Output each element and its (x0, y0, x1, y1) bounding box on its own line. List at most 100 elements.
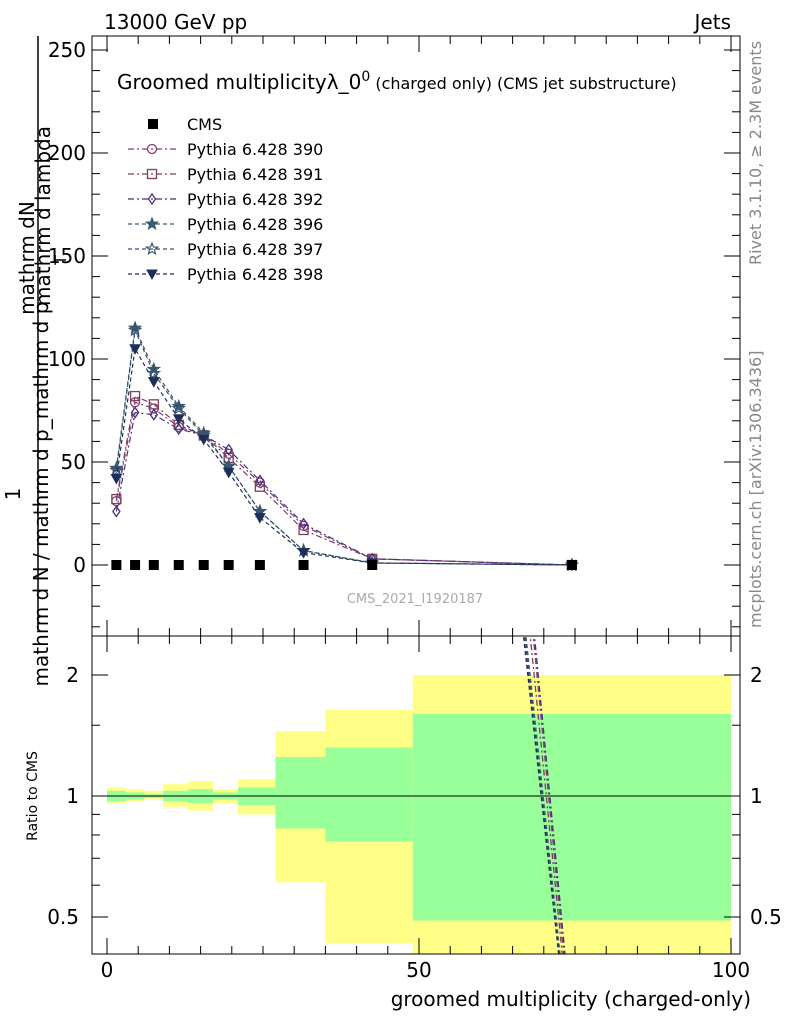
header-right-label: Jets (693, 10, 731, 34)
ratio-axes: 0.5 0.5 1 1 2 2 (47, 663, 782, 929)
ratio-band-inner (412, 713, 731, 921)
plot-title-sup: 0 (361, 69, 370, 85)
ylabel-sub-t: T (51, 255, 70, 266)
ratio-ytick-label: 1 (66, 784, 79, 808)
series-pythia-6428-390 (111, 397, 578, 571)
data-point (198, 560, 209, 570)
series-marker (171, 400, 186, 415)
series-line (115, 401, 572, 566)
main-ytick-label: 150 (48, 244, 86, 268)
ratio-band-inner (275, 757, 326, 829)
series-marker (144, 216, 160, 231)
data-point (223, 560, 234, 570)
x-axis: 0 50 100 (101, 36, 750, 982)
data-point (130, 560, 141, 570)
series-marker (174, 422, 184, 436)
series-cms-data (111, 560, 577, 570)
series-marker (110, 473, 123, 485)
legend-label: Pythia 6.428 397 (187, 240, 323, 259)
series-marker (109, 462, 124, 477)
series-pythia-6428-392 (112, 406, 577, 572)
main-ytick-label: 100 (48, 347, 86, 371)
main-series-group (109, 320, 580, 572)
data-point (367, 560, 378, 570)
main-ytick-label: 250 (48, 38, 86, 62)
ratio-band-inner (325, 747, 413, 842)
series-marker (129, 344, 141, 355)
ratio-series-line (529, 636, 563, 954)
plot-title-main: Groomed multiplicityλ_0 (117, 70, 361, 94)
series-marker (144, 241, 160, 256)
legend-label-cms: CMS (187, 115, 222, 134)
ratio-ylabel: Ratio to CMS (25, 751, 41, 841)
ratio-series-line (525, 636, 561, 954)
series-marker (197, 434, 210, 446)
ratio-lines (522, 636, 566, 954)
ylabel-denominator: mathrm d N / mathrm d p_mathrm d p (29, 302, 53, 687)
series-marker (147, 377, 160, 388)
data-point (298, 560, 309, 570)
data-point (173, 560, 184, 570)
data-point (254, 560, 265, 570)
legend: CMS Pythia 6.428 390 Pythia 6.428 391 Pythi… (128, 115, 323, 284)
ratio-series-group (522, 636, 566, 954)
series-marker (254, 513, 266, 524)
ratio-ytick-label-right: 2 (750, 663, 763, 687)
main-ylabel: mathrm dN mathrm d lambda 1 mathrm d N /… (1, 36, 70, 686)
analysis-id-label: CMS_2021_I1920187 (347, 592, 483, 607)
ratio-ytick-label-right: 0.5 (750, 905, 782, 929)
plot-title: Groomed multiplicityλ_00 (charged only) … (117, 69, 677, 94)
series-marker (146, 168, 158, 180)
main-ytick-label: 50 (61, 450, 86, 474)
mcplots-label: mcplots.cern.ch [arXiv:1306.3436] (746, 351, 765, 628)
ratio-ytick-label: 2 (66, 663, 79, 687)
data-point (566, 560, 577, 570)
legend-label: Pythia 6.428 398 (187, 265, 323, 284)
ratio-series-line (532, 636, 565, 954)
series-line (115, 395, 572, 566)
series-marker (297, 548, 310, 559)
series-pythia-6428-396 (109, 320, 580, 572)
series-pythia-6428-397 (109, 322, 580, 572)
series-marker (299, 517, 308, 530)
x-tick-label: 0 (101, 958, 114, 982)
ratio-series-line (522, 636, 560, 954)
ylabel-lambda: mathrm d lambda (31, 126, 55, 306)
series-marker (224, 443, 233, 456)
header-left-label: 13000 GeV pp (104, 10, 247, 34)
series-marker (147, 192, 157, 206)
series-marker (146, 269, 158, 281)
data-point (111, 560, 122, 570)
ratio-bands-group (107, 675, 731, 953)
series-marker (149, 408, 159, 421)
series-marker (254, 481, 266, 492)
series-marker (146, 143, 158, 155)
x-tick-label: 50 (406, 958, 431, 982)
ratio-series-line (524, 636, 560, 954)
series-marker (130, 406, 140, 419)
series-marker (146, 365, 162, 380)
legend-label: Pythia 6.428 392 (187, 190, 323, 209)
main-ytick-label: 200 (48, 141, 86, 165)
ylabel-numerator: mathrm dN (15, 201, 39, 315)
series-line (115, 327, 572, 566)
main-axes: 0 50 100 150 200 250 (48, 38, 740, 628)
legend-label: Pythia 6.428 396 (187, 215, 323, 234)
ratio-ytick-label-right: 1 (750, 784, 763, 808)
x-tick-label: 100 (712, 958, 750, 982)
series-marker (127, 322, 143, 337)
series-line (115, 411, 572, 566)
ratio-panel-frame (91, 635, 741, 955)
legend-marker-cms (148, 119, 158, 129)
series-line (115, 346, 572, 566)
ratio-series-line (533, 636, 566, 954)
series-pythia-6428-398 (110, 344, 578, 572)
series-marker (172, 414, 185, 425)
series-marker (129, 390, 141, 402)
series-marker (298, 524, 309, 536)
series-marker (222, 467, 235, 479)
plot-title-tail: (charged only) (CMS jet substructure) (370, 74, 676, 93)
ratio-ytick-label: 0.5 (47, 905, 79, 929)
series-marker (112, 505, 121, 518)
